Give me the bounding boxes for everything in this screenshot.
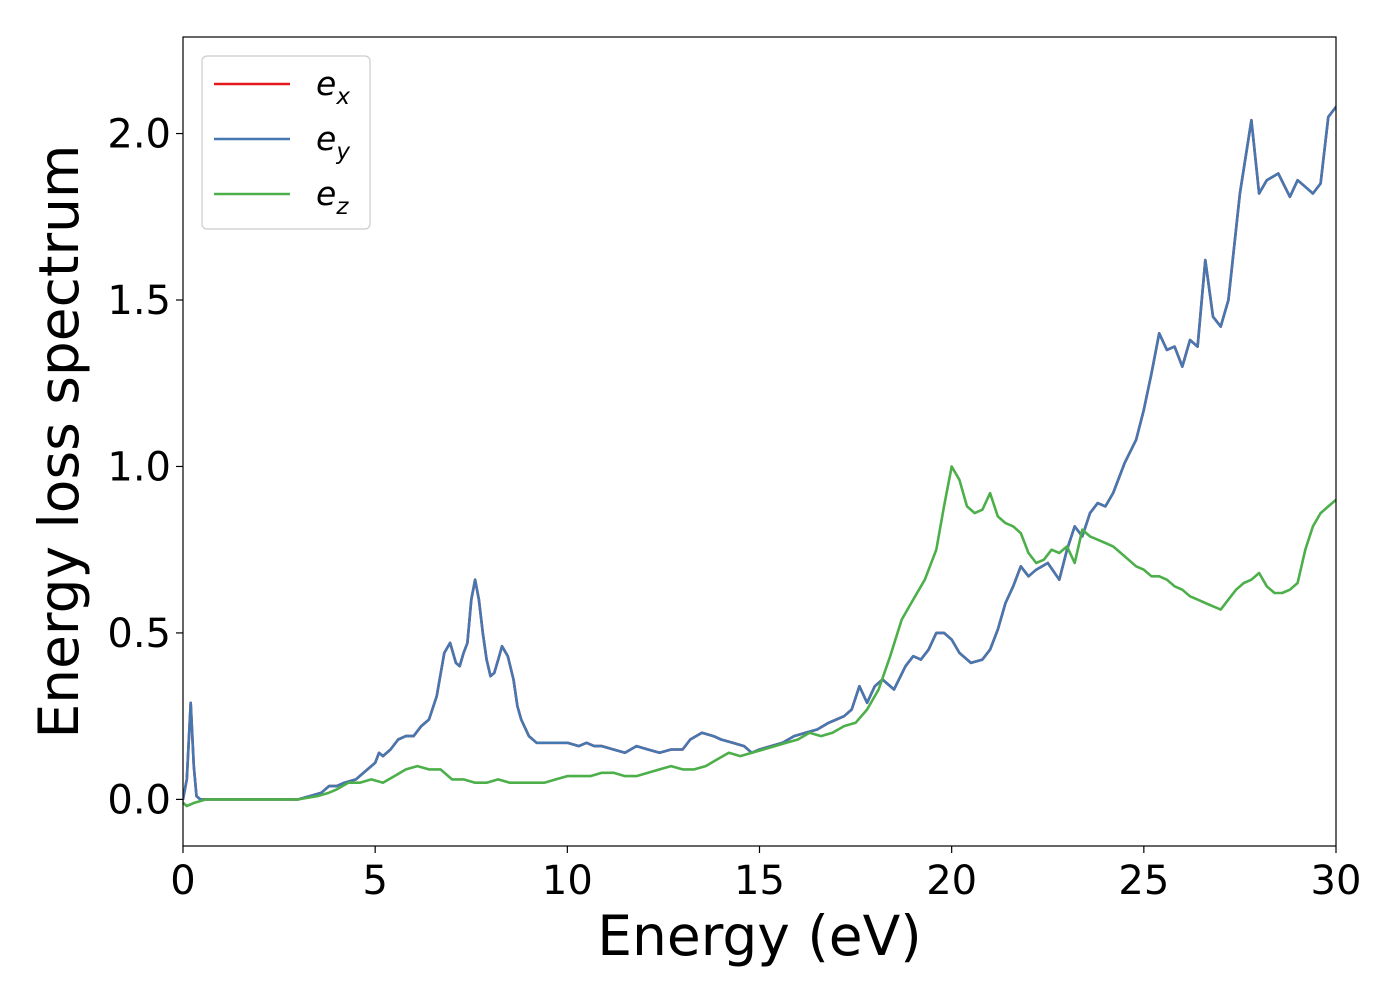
y-tick-label: 0.5 — [107, 611, 171, 657]
legend: ex ey ez — [201, 55, 371, 230]
x-tick-label: 20 — [926, 858, 977, 904]
y-tick-label: 1.0 — [107, 444, 171, 490]
y-tick-label: 0.0 — [107, 777, 171, 823]
x-tick-label: 5 — [362, 858, 387, 904]
series-line-e-y — [183, 105, 1336, 801]
x-tick-label: 10 — [542, 858, 593, 904]
y-tick-label: 2.0 — [107, 112, 171, 158]
y-axis-title: Energy loss spectrum — [27, 144, 91, 738]
series-layer — [183, 105, 1336, 808]
x-tick-label: 25 — [1118, 858, 1169, 904]
y-tick-label: 1.5 — [107, 278, 171, 324]
legend-box — [201, 55, 371, 230]
x-tick-label: 30 — [1311, 858, 1362, 904]
y-axis-ticks: 0.0 0.5 1.0 1.5 2.0 — [107, 112, 183, 823]
legend-label-e-x: ex — [316, 64, 350, 110]
legend-label-e-z: ez — [316, 174, 349, 220]
x-axis-title: Energy (eV) — [597, 904, 921, 968]
series-line-e-z — [183, 465, 1336, 808]
x-tick-label: 15 — [734, 858, 785, 904]
x-tick-label: 0 — [170, 858, 195, 904]
legend-label-e-y: ey — [316, 119, 350, 165]
x-axis-ticks: 0 5 10 15 20 25 30 — [170, 846, 1361, 904]
